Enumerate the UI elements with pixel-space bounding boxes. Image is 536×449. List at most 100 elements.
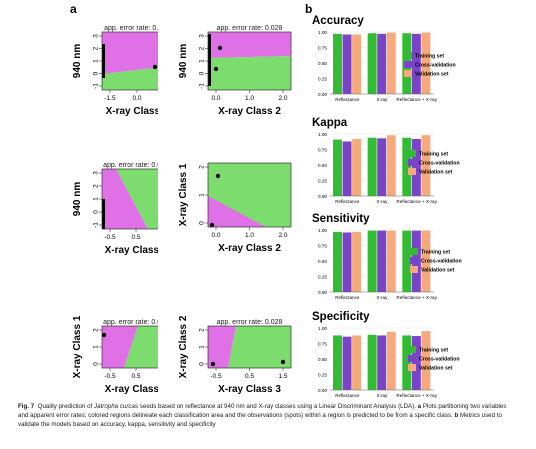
caption-part1: Quality prediction of — [37, 403, 95, 410]
bar — [333, 139, 342, 196]
legend-swatch — [410, 257, 418, 264]
caption-b-label: b — [454, 412, 459, 419]
figure-caption: Fig. 7 Quality prediction of Jatropha cu… — [18, 402, 518, 429]
lda-plot-1: app. error rate: 0.0713210-1-1.50.01.0X-… — [72, 25, 158, 117]
y-tick-label: -1 — [93, 222, 100, 228]
bar — [352, 34, 362, 94]
chart-title: Accuracy — [312, 15, 364, 27]
y-tick-label: 1 — [93, 59, 100, 63]
x-tick-label: 0.5 — [245, 373, 254, 380]
y-tick-label: 0.50 — [318, 163, 327, 168]
lda-plot-2: app. error rate: 0.028 3 2 1 0 -1 0.0 1.0 2.0 X-r… — [178, 25, 292, 117]
category-label: X-ray — [377, 295, 389, 300]
bar — [342, 336, 352, 390]
caption-part4: Metrics used to validate the models base… — [18, 412, 502, 428]
observation-point — [209, 222, 215, 228]
chart-title: Kappa — [312, 117, 348, 129]
x-tick-label: 1.5 — [157, 234, 158, 241]
legend-label: Training set — [415, 54, 444, 60]
category-label: Reflectance + X-ray — [396, 393, 437, 398]
x-tick-label: -0.5 — [104, 373, 116, 380]
caption-a-label: a — [417, 403, 422, 410]
error-rate-label: app. error rate: 0.028 — [217, 319, 283, 326]
bar — [411, 336, 421, 390]
y-tick-label: 0 — [93, 362, 100, 366]
error-rate-label: app. error rate: 0.028 — [217, 25, 283, 32]
y-tick-label: 0.25 — [318, 274, 327, 279]
legend-label: Validation set — [415, 72, 449, 78]
legend-label: Training set — [419, 348, 448, 354]
observation-cluster — [102, 199, 105, 229]
caption-part2: seeds based on reflectance at 940 nm and… — [138, 403, 418, 410]
x-tick-label: 2.0 — [278, 95, 287, 102]
category-label: Reflectance — [335, 97, 360, 102]
panel-a-label: a — [70, 2, 77, 16]
bar — [333, 231, 342, 292]
error-rate-label: app. error rate: 0.071 — [104, 25, 158, 32]
bar — [377, 335, 387, 390]
metric-chart-kappa: Kappa 0.00 0.25 0.50 0.75 1.00 Reflectance X-ra… — [312, 117, 460, 204]
y-tick-label: 2 — [93, 328, 100, 332]
y-tick-label: 1.00 — [318, 132, 327, 137]
legend-swatch — [410, 248, 418, 255]
bar — [377, 138, 387, 196]
y-tick-label: -1 — [93, 83, 100, 89]
bar — [367, 33, 377, 94]
metric-chart-specificity: Specificity 0.00 0.25 0.50 0.75 1.00 Reflectan… — [312, 311, 460, 398]
x-tick-label: 1.0 — [245, 95, 254, 102]
legend-swatch — [404, 52, 412, 59]
y-tick-label: 2 — [199, 328, 206, 332]
legend-label: Cross-validation — [415, 63, 456, 69]
observation-point — [217, 45, 223, 51]
category-label: Reflectance — [335, 393, 360, 398]
legend-label: Cross-validation — [421, 259, 462, 265]
y-tick-label: 2 — [93, 46, 100, 50]
bar — [342, 232, 352, 292]
legend-swatch — [404, 61, 412, 68]
x-tick-label: -1.5 — [104, 95, 116, 102]
bar — [402, 137, 412, 196]
y-tick-label: 0.75 — [318, 147, 327, 152]
x-tick-label: 0.0 — [211, 95, 220, 102]
y-tick-label: -1 — [199, 83, 206, 89]
bar — [333, 335, 342, 390]
bar — [352, 335, 362, 390]
region-green — [116, 169, 158, 229]
region-green — [208, 56, 291, 90]
y-tick-label: 0.25 — [318, 76, 327, 81]
bar — [411, 138, 421, 196]
y-tick-label: 0 — [199, 221, 206, 225]
legend-label: Training set — [421, 250, 450, 256]
y-tick-label: 1.00 — [318, 30, 327, 35]
y-tick-label: 0.50 — [318, 357, 327, 362]
legend-label: Validation set — [419, 366, 453, 372]
legend-swatch — [410, 266, 418, 273]
y-tick-label: 0.25 — [318, 178, 327, 183]
observation-point — [210, 361, 216, 367]
y-tick-label: 0.00 — [318, 92, 327, 97]
region-magenta — [102, 32, 158, 74]
y-tick-label: 2 — [199, 165, 206, 169]
bar — [367, 230, 377, 292]
legend-label: Validation set — [421, 268, 455, 274]
category-label: Reflectance + X-ray — [396, 199, 437, 204]
y-tick-label: 1 — [199, 193, 206, 197]
x-axis-label: X-ray Class 1 — [106, 106, 158, 117]
x-tick-label: -0.5 — [210, 373, 222, 380]
observation-point — [101, 332, 107, 338]
x-axis-label: X-ray Class 3 — [218, 384, 281, 395]
y-tick-label: 1 — [199, 345, 206, 349]
region-magenta — [102, 326, 138, 368]
y-tick-label: 0.50 — [318, 259, 327, 264]
legend-label: Training set — [419, 152, 448, 158]
legend-swatch — [408, 355, 416, 362]
y-tick-label: 0.00 — [318, 388, 327, 393]
y-tick-label: 0 — [93, 210, 100, 214]
region-magenta — [102, 169, 148, 229]
region-green — [208, 196, 266, 227]
y-axis-label: 940 nm — [72, 44, 83, 79]
bar — [342, 141, 352, 196]
region-green — [124, 326, 158, 368]
x-tick-label: 1.0 — [245, 232, 254, 239]
error-rate-label: app. error rate: 0.028 — [103, 162, 158, 169]
